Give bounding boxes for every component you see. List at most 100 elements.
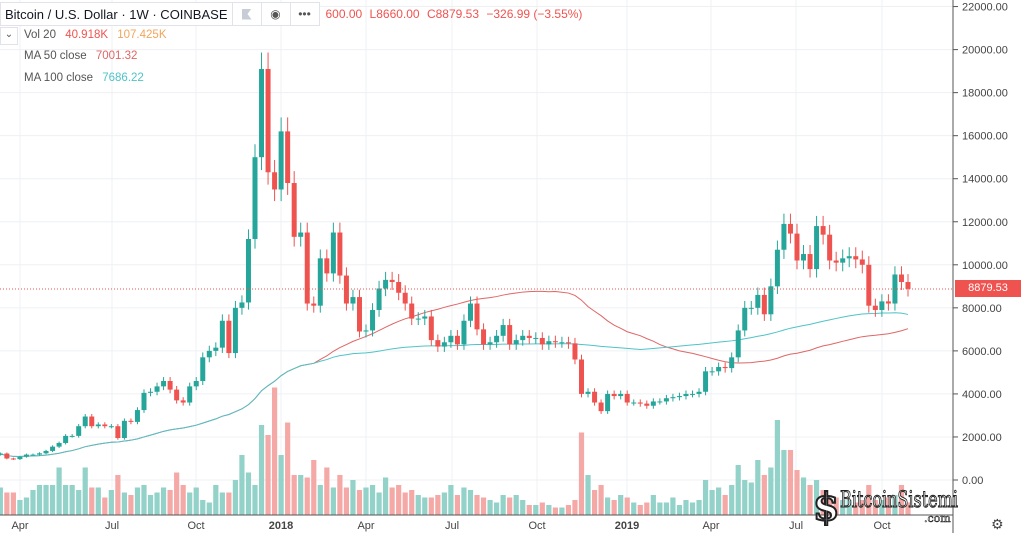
candle-body: [206, 350, 212, 358]
volume-bar: [572, 500, 578, 515]
grid: [0, 0, 953, 515]
candle-body: [618, 393, 624, 397]
candle-body: [866, 264, 872, 306]
price-axis[interactable]: 22000.00 20000.00 18000.00 16000.00 14000.00…: [953, 2, 1008, 487]
volume-bar: [187, 492, 193, 515]
volume-bar: [748, 482, 754, 515]
candle-body: [768, 286, 774, 315]
candle-body: [370, 309, 376, 331]
volume-bar: [350, 480, 356, 515]
candle-body: [657, 401, 663, 403]
candle-body: [742, 307, 748, 331]
volume-bar: [663, 502, 669, 515]
ohlc-low: L8660.00: [369, 7, 420, 21]
candle-body: [154, 386, 160, 392]
volume-bar: [121, 492, 127, 515]
candle-body: [787, 223, 793, 234]
volume-bar: [291, 475, 297, 515]
candle-body: [180, 400, 186, 403]
volume-bar: [689, 502, 696, 515]
time-tick-label: Jul: [789, 520, 803, 532]
volume-bar: [298, 475, 304, 515]
bitcoinsistemi-logo: $ BitcoinSistemi .com: [812, 483, 959, 530]
candle-body: [448, 335, 454, 343]
candle-body: [376, 288, 382, 310]
candle-body: [709, 371, 715, 373]
candle-body: [585, 391, 591, 394]
volume-bar: [578, 432, 585, 515]
volume-bar: [480, 497, 487, 515]
volume-bar: [337, 475, 343, 515]
candle-body: [128, 420, 134, 422]
candle-body: [467, 303, 473, 321]
more-icon[interactable]: •••: [289, 3, 319, 25]
ohlc-values: 600.00 L8660.00 C8879.53 −326.99 (−3.55%…: [326, 7, 587, 21]
volume-bar: [265, 435, 271, 515]
volume-bar: [428, 497, 434, 515]
candle-body: [650, 401, 656, 406]
candle-body: [219, 320, 225, 348]
ma50-legend[interactable]: MA 50 close 7001.32: [24, 50, 143, 62]
volume-bar: [552, 507, 558, 515]
price-tick-label: 8000.00: [962, 303, 1002, 315]
volume-bar: [650, 495, 656, 515]
eye-icon[interactable]: ◉: [260, 3, 290, 25]
candle-body: [761, 294, 767, 315]
candle-body: [454, 335, 460, 345]
candle-body: [526, 335, 532, 338]
symbol-title[interactable]: Bitcoin / U.S. Dollar · 1W · COINBASE: [5, 6, 228, 22]
candle-body: [167, 381, 173, 390]
candle-body: [885, 301, 891, 304]
volume-bar: [879, 500, 885, 515]
candle-body: [539, 337, 545, 345]
volume-bar: [676, 505, 683, 515]
candle-body: [239, 302, 245, 308]
candle-body: [148, 391, 154, 393]
candle-body: [285, 131, 291, 184]
price-tick-label: 20000.00: [962, 45, 1008, 57]
volume-bar: [892, 495, 898, 515]
price-tick-label: 12000.00: [962, 217, 1008, 229]
volume-bar: [226, 492, 232, 515]
volume-bar: [853, 502, 859, 515]
vol-legend[interactable]: Vol 20 40.918K 107.425K: [24, 29, 173, 41]
volume-bar: [422, 497, 428, 515]
candle-body: [82, 416, 88, 427]
volume-bar: [76, 490, 82, 515]
volume-bar: [402, 492, 408, 515]
volume-bar: [827, 495, 833, 515]
gear-icon[interactable]: ⚙: [991, 516, 1004, 532]
candle-body: [676, 396, 682, 398]
time-tick-label: Jul: [445, 520, 459, 532]
volume-bar: [324, 467, 330, 515]
ohlc-change: −326.99 (−3.55%): [486, 7, 583, 21]
volume-bar: [56, 467, 62, 515]
volume-bar: [507, 497, 513, 515]
candle-body: [4, 453, 10, 459]
volume-bar: [533, 505, 539, 515]
candle-body: [781, 223, 787, 250]
candle-body: [670, 397, 676, 399]
flag-icon[interactable]: [231, 3, 261, 25]
candle-body: [859, 259, 865, 265]
candle-body: [696, 391, 702, 394]
volume-bar: [174, 472, 180, 515]
price-tick-label: 0.00: [962, 475, 983, 487]
candle-body: [278, 131, 284, 190]
ma100-legend[interactable]: MA 100 close 7686.22: [24, 72, 150, 84]
candle-body: [17, 456, 23, 460]
symbol-box[interactable]: Bitcoin / U.S. Dollar · 1W · COINBASE ◉ …: [0, 2, 320, 26]
chevron-down-icon[interactable]: ⌄: [0, 27, 18, 45]
candle-body: [187, 386, 193, 403]
volume-bar: [905, 502, 911, 515]
candle-body: [546, 341, 552, 345]
volume-bar: [644, 502, 650, 515]
volume-bar: [435, 495, 441, 515]
time-axis[interactable]: Apr Jul Oct 2018 Apr Jul Oct 2019 Apr Jul Oct: [11, 520, 890, 532]
volume-bar: [742, 480, 748, 515]
time-tick-label: Oct: [528, 520, 545, 532]
candle-body: [56, 442, 62, 447]
candle-body: [115, 426, 121, 439]
candle-body: [422, 316, 428, 319]
